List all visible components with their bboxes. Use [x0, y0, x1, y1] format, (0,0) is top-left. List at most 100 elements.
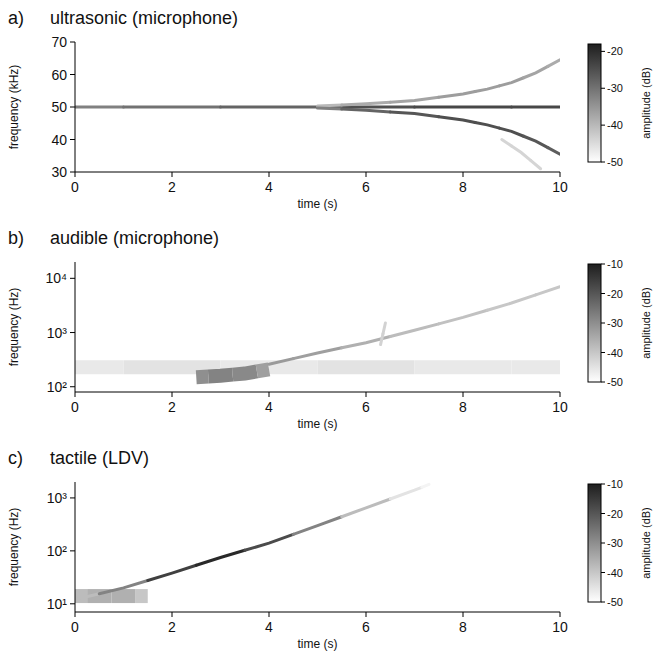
ridge-segment	[124, 106, 221, 109]
y-tick	[70, 386, 75, 387]
x-tick-label: 6	[362, 619, 370, 635]
x-tick	[172, 392, 173, 397]
ridge-segment	[390, 324, 439, 337]
band-segment	[257, 369, 269, 371]
y-tick-label: 50	[51, 99, 67, 115]
colorbar-title: amplitude (dB)	[640, 287, 652, 359]
x-tick-label: 10	[552, 399, 568, 415]
ridge-segment	[342, 102, 391, 105]
y-tick-label: 70	[51, 34, 67, 50]
colorbar-tick-label: -40	[607, 567, 623, 579]
x-tick	[463, 172, 464, 177]
colorbar-tick-label: -20	[607, 45, 623, 57]
plot-area	[75, 287, 560, 377]
band-segment	[221, 360, 318, 374]
ridge-segment	[381, 334, 383, 345]
ridge-segment	[293, 348, 342, 359]
colorbar	[588, 484, 601, 602]
y-tick	[70, 278, 75, 279]
panel-title: ultrasonic (microphone)	[50, 8, 238, 28]
x-tick-label: 8	[459, 179, 467, 195]
ridge-segment	[383, 323, 385, 334]
colorbar-tick	[601, 543, 605, 544]
ridge-segment	[548, 60, 560, 66]
colorbar-tick-label: -50	[607, 596, 623, 608]
x-tick	[560, 612, 561, 617]
plot-area	[75, 484, 429, 599]
x-tick-label: 2	[168, 179, 176, 195]
x-axis-line	[75, 392, 560, 393]
band-segment	[75, 360, 124, 374]
x-axis-title: time (s)	[298, 637, 338, 651]
y-tick	[70, 42, 75, 43]
ridge-segment	[512, 106, 561, 109]
ridge-segment	[536, 287, 560, 295]
ridge-segment	[475, 122, 499, 128]
panel-label: b)	[8, 228, 24, 248]
x-tick	[366, 612, 367, 617]
x-tick-label: 0	[71, 619, 79, 635]
ridge-segment	[439, 310, 488, 324]
colorbar-tick	[601, 264, 605, 265]
panel-title: audible (microphone)	[50, 228, 219, 248]
x-tick-label: 2	[168, 619, 176, 635]
x-tick-label: 6	[362, 179, 370, 195]
ridge-segment	[99, 580, 148, 593]
ridge-segment	[245, 534, 294, 550]
colorbar-title: amplitude (dB)	[640, 67, 652, 139]
colorbar	[588, 44, 601, 162]
y-axis-title: frequency (kHz)	[7, 65, 21, 150]
x-tick	[560, 172, 561, 177]
y-tick-label: 10¹	[47, 596, 68, 612]
band-segment	[196, 369, 208, 384]
y-tick	[70, 107, 75, 108]
ridge-segment	[415, 106, 512, 109]
ridge-segment	[390, 97, 439, 102]
x-axis-line	[75, 612, 560, 613]
ridge-segment	[524, 136, 548, 147]
colorbar-tick-label: -50	[607, 156, 623, 168]
x-tick-label: 10	[552, 179, 568, 195]
colorbar-tick	[601, 88, 605, 89]
band-segment	[415, 360, 512, 374]
y-tick	[70, 139, 75, 140]
colorbar-tick	[601, 382, 605, 383]
figure: a)ultrasonic (microphone)024681030405060…	[0, 0, 662, 661]
ridge-segment	[499, 128, 523, 136]
colorbar-tick-label: -10	[607, 478, 623, 490]
x-tick	[75, 392, 76, 397]
x-tick	[366, 392, 367, 397]
y-tick	[70, 74, 75, 75]
colorbar-tick	[601, 293, 605, 294]
ridge-segment	[531, 161, 541, 169]
y-tick-label: 40	[51, 132, 67, 148]
y-tick-label: 10³	[47, 490, 68, 506]
colorbar-tick	[601, 162, 605, 163]
plot-area	[75, 60, 560, 169]
ridge-segment	[269, 359, 293, 365]
colorbar-tick-label: -30	[607, 537, 623, 549]
x-tick-label: 6	[362, 399, 370, 415]
colorbar-tick	[601, 602, 605, 603]
x-tick-label: 8	[459, 399, 467, 415]
x-tick	[75, 172, 76, 177]
ridge-segment	[487, 295, 536, 310]
x-tick	[269, 172, 270, 177]
x-tick	[172, 172, 173, 177]
ridge-segment	[318, 108, 342, 109]
y-tick	[70, 550, 75, 551]
colorbar-tick	[601, 323, 605, 324]
band-segment	[233, 371, 257, 374]
ridge-segment	[342, 109, 391, 112]
x-axis-line	[75, 172, 560, 173]
ridge-segment	[148, 565, 197, 580]
x-tick-label: 0	[71, 179, 79, 195]
x-tick	[269, 392, 270, 397]
x-tick-label: 2	[168, 399, 176, 415]
x-tick-label: 4	[265, 179, 273, 195]
ridge-segment	[390, 112, 439, 117]
ridge-segment	[439, 117, 475, 123]
ridge-segment	[499, 78, 523, 86]
y-tick-label: 10²	[47, 379, 68, 395]
y-tick	[70, 497, 75, 498]
